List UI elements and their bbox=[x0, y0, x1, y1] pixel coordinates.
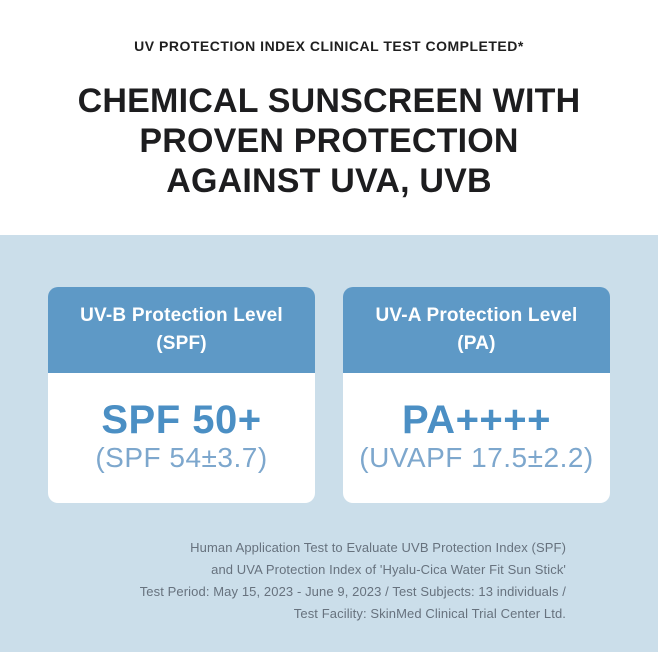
hero-section: UV PROTECTION INDEX CLINICAL TEST COMPLE… bbox=[0, 0, 658, 235]
footnote-line-4: Test Facility: SkinMed Clinical Trial Ce… bbox=[293, 606, 566, 621]
uva-card-header-line1: UV-A Protection Level bbox=[375, 305, 578, 326]
uva-card-header-line2: (PA) bbox=[457, 333, 496, 354]
uvb-card-header-line2: (SPF) bbox=[156, 333, 207, 354]
uvb-card-header: UV-B Protection Level (SPF) bbox=[48, 287, 315, 373]
uva-protection-card: UV-A Protection Level (PA) PA++++ (UVAPF… bbox=[343, 287, 610, 503]
spf-value: SPF 50+ bbox=[101, 398, 262, 442]
footnote-line-2: and UVA Protection Index of 'Hyalu-Cica … bbox=[211, 562, 566, 577]
page-title: CHEMICAL SUNSCREEN WITH PROVEN PROTECTIO… bbox=[0, 81, 658, 201]
results-section: UV-B Protection Level (SPF) SPF 50+ (SPF… bbox=[0, 235, 658, 652]
page-title-line-2: PROVEN PROTECTION bbox=[139, 122, 519, 160]
page-title-line-3: AGAINST UVA, UVB bbox=[166, 162, 492, 200]
pa-detail: (UVAPF 17.5±2.2) bbox=[359, 442, 594, 473]
page-title-line-1: CHEMICAL SUNSCREEN WITH bbox=[77, 82, 581, 120]
uvb-card-header-line1: UV-B Protection Level bbox=[80, 305, 283, 326]
footnote-line-3: Test Period: May 15, 2023 - June 9, 2023… bbox=[139, 584, 566, 599]
uvb-protection-card: UV-B Protection Level (SPF) SPF 50+ (SPF… bbox=[48, 287, 315, 503]
protection-cards: UV-B Protection Level (SPF) SPF 50+ (SPF… bbox=[48, 287, 610, 503]
uvb-card-body: SPF 50+ (SPF 54±3.7) bbox=[48, 373, 315, 503]
test-footnote: Human Application Test to Evaluate UVB P… bbox=[48, 537, 610, 625]
pa-value: PA++++ bbox=[401, 398, 552, 442]
uva-card-body: PA++++ (UVAPF 17.5±2.2) bbox=[343, 373, 610, 503]
footnote-line-1: Human Application Test to Evaluate UVB P… bbox=[190, 540, 566, 555]
uva-card-header: UV-A Protection Level (PA) bbox=[343, 287, 610, 373]
spf-detail: (SPF 54±3.7) bbox=[95, 442, 268, 473]
clinical-test-eyebrow: UV PROTECTION INDEX CLINICAL TEST COMPLE… bbox=[134, 38, 524, 54]
